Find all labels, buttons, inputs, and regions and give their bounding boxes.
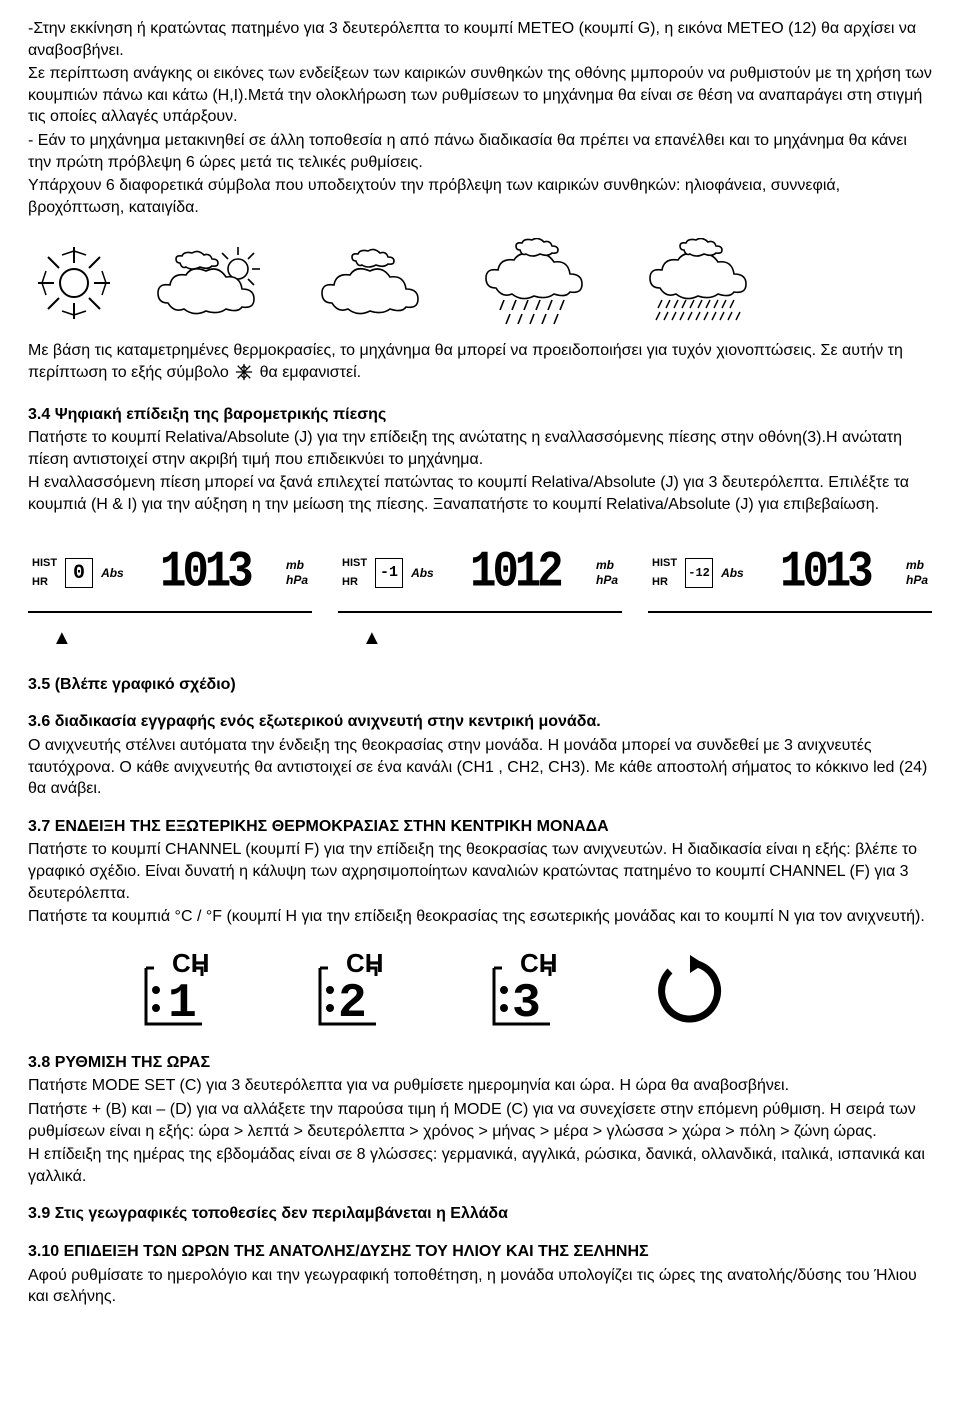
hist-label: HIST bbox=[652, 557, 677, 570]
section-title: 3.8 ΡΥΘΜΙΣΗ ΤΗΣ ΩΡΑΣ bbox=[28, 1052, 932, 1074]
unit: mb bbox=[286, 558, 308, 574]
section-title: 3.10 ΕΠΙΔΕΙΞΗ ΤΩΝ ΩΡΩΝ ΤΗΣ ΑΝΑΤΟΛΗΣ/ΔΥΣΗ… bbox=[28, 1241, 932, 1263]
hist-label: HIST bbox=[342, 557, 367, 570]
hr-label: HR bbox=[32, 576, 57, 589]
pressure-displays: HIST HR 0 Abs 1013 mb hPa ▲ HIST HR -1 A… bbox=[28, 540, 932, 640]
arrow-icon: ▲ bbox=[362, 625, 646, 652]
channel-icon: CH 1 bbox=[128, 946, 218, 1036]
lcd-panel: HIST HR -1 Abs 1012 mb hPa bbox=[338, 540, 622, 613]
svg-text:CH: CH bbox=[172, 948, 210, 978]
svg-text:CH: CH bbox=[520, 948, 558, 978]
svg-text:2: 2 bbox=[338, 977, 367, 1031]
section-title: 3.4 Ψηφιακή επίδειξη της βαρομετρικής πί… bbox=[28, 404, 932, 426]
pressure-value: 1013 bbox=[132, 539, 278, 607]
unit: hPa bbox=[906, 573, 928, 589]
section-title: 3.5 (Βλέπε γραφικό σχέδιο) bbox=[28, 674, 932, 696]
text-block: Η εναλλασσόμενη πίεση μπορεί να ξανά επι… bbox=[28, 472, 932, 515]
text-block: Ο ανιχνευτής στέλνει αυτόματα την ένδειξ… bbox=[28, 735, 932, 800]
rain-icon bbox=[476, 238, 606, 328]
cycle-icon bbox=[650, 951, 730, 1031]
text-span: θα εμφανιστεί. bbox=[260, 364, 361, 381]
text-block: Πατήστε τα κουμπιά °C / °F (κουμπί H για… bbox=[28, 906, 932, 928]
channel-icon: CH 2 bbox=[302, 946, 392, 1036]
arrow-icon: ▲ bbox=[52, 625, 336, 652]
partly-cloudy-icon bbox=[148, 243, 278, 323]
text-block: Πατήστε MODE SET (C) για 3 δευτερόλεπτα … bbox=[28, 1075, 932, 1097]
hr-label: HR bbox=[652, 576, 677, 589]
svg-text:CH: CH bbox=[346, 948, 384, 978]
abs-label: Abs bbox=[721, 565, 744, 581]
svg-text:1: 1 bbox=[168, 977, 197, 1031]
pressure-value: 1013 bbox=[752, 539, 898, 607]
lcd-panel: HIST HR 0 Abs 1013 mb hPa bbox=[28, 540, 312, 613]
unit: mb bbox=[596, 558, 618, 574]
text-block: Με βάση τις καταμετρημένες θερμοκρασίες,… bbox=[28, 340, 932, 387]
lcd-panel: HIST HR -12 Abs 1013 mb hPa bbox=[648, 540, 932, 613]
text-block: Σε περίπτωση ανάγκης οι εικόνες των ενδε… bbox=[28, 63, 932, 128]
text-block: -Στην εκκίνηση ή κρατώντας πατημένο για … bbox=[28, 18, 932, 61]
text-block: - Εάν το μηχάνημα μετακινηθεί σε άλλη το… bbox=[28, 130, 932, 173]
hist-box: -12 bbox=[685, 558, 713, 588]
section-title: 3.9 Στις γεωγραφικές τοποθεσίες δεν περι… bbox=[28, 1203, 932, 1225]
text-block: Πατήστε το κουμπί CHANNEL (κουμπί F) για… bbox=[28, 839, 932, 904]
hist-box: -1 bbox=[375, 558, 403, 588]
text-block: Αφού ρυθμίσατε το ημερολόγιο και την γεω… bbox=[28, 1265, 932, 1308]
pressure-value: 1012 bbox=[442, 539, 588, 607]
hist-label: HIST bbox=[32, 557, 57, 570]
text-span: Με βάση τις καταμετρημένες θερμοκρασίες,… bbox=[28, 342, 903, 381]
sun-icon bbox=[34, 243, 114, 323]
text-block: Υπάρχουν 6 διαφορετικά σύμβολα που υποδε… bbox=[28, 175, 932, 218]
cloudy-icon bbox=[312, 243, 442, 323]
unit: hPa bbox=[596, 573, 618, 589]
abs-label: Abs bbox=[411, 565, 434, 581]
section-title: 3.7 ΕΝΔΕΙΞΗ ΤΗΣ ΕΞΩΤΕΡΙΚΗΣ ΘΕΡΜΟΚΡΑΣΙΑΣ … bbox=[28, 816, 932, 838]
text-block: Η επίδειξη της ημέρας της εβδομάδας είνα… bbox=[28, 1144, 932, 1187]
unit: hPa bbox=[286, 573, 308, 589]
channel-icons-row: CH 1 CH 2 CH 3 bbox=[28, 946, 932, 1036]
weather-icons-row bbox=[28, 238, 932, 328]
hr-label: HR bbox=[342, 576, 367, 589]
text-block: Πατήστε το κουμπί Relativa/Absolute (J) … bbox=[28, 427, 932, 470]
channel-icon: CH 3 bbox=[476, 946, 566, 1036]
hist-box: 0 bbox=[65, 558, 93, 588]
unit: mb bbox=[906, 558, 928, 574]
storm-icon bbox=[640, 238, 770, 328]
section-title: 3.6 διαδικασία εγγραφής ενός εξωτερικού … bbox=[28, 711, 932, 733]
text-block: Πατήστε + (B) και – (D) για να αλλάξετε … bbox=[28, 1099, 932, 1142]
abs-label: Abs bbox=[101, 565, 124, 581]
snowflake-icon bbox=[235, 363, 253, 388]
svg-text:3: 3 bbox=[512, 977, 541, 1031]
